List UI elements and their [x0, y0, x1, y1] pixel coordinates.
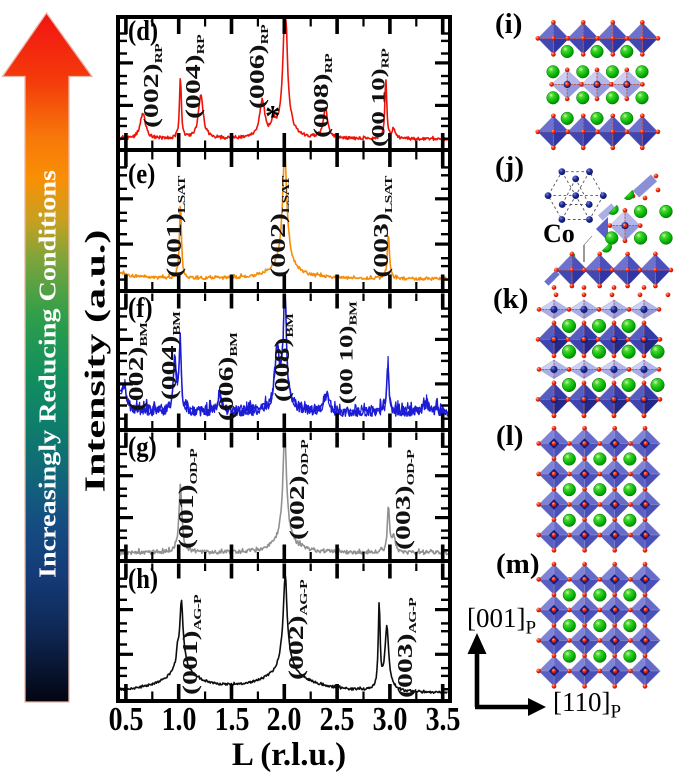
svg-text:Increasingly Reducing Conditio: Increasingly Reducing Conditions [33, 170, 61, 578]
svg-text:Co: Co [543, 219, 575, 248]
